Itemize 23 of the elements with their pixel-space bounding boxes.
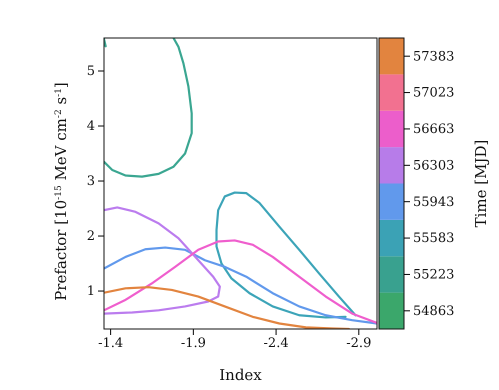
x-tick-label: -1.9 xyxy=(180,336,206,352)
x-tick-label: -2.4 xyxy=(264,336,289,352)
y-tick-label: 4 xyxy=(86,119,95,134)
x-tick-label: -1.4 xyxy=(98,336,124,352)
y-tick-label: 1 xyxy=(86,284,95,300)
color-bar-label: 55223 xyxy=(413,268,454,283)
color-bar-label: 57383 xyxy=(413,49,454,64)
x-axis-title: Index xyxy=(219,366,262,384)
color-bar-label: 56663 xyxy=(413,122,454,138)
line-series xyxy=(104,286,350,329)
x-tick-label: -2.9 xyxy=(346,336,372,352)
color-bar-label: 56303 xyxy=(413,158,454,174)
color-bar-label: 55583 xyxy=(413,231,454,246)
y-tick-label: 3 xyxy=(86,174,95,190)
color-bar-label: 55943 xyxy=(413,194,454,210)
color-bar-title: Time [MJD] xyxy=(472,140,490,228)
color-bar-label: 54863 xyxy=(413,304,454,319)
y-tick-label: 5 xyxy=(86,64,95,80)
color-bar-label: 57023 xyxy=(413,86,454,101)
y-tick-label: 2 xyxy=(86,229,95,244)
line-series xyxy=(104,206,221,315)
line-series xyxy=(104,38,193,178)
line-series xyxy=(215,191,357,319)
